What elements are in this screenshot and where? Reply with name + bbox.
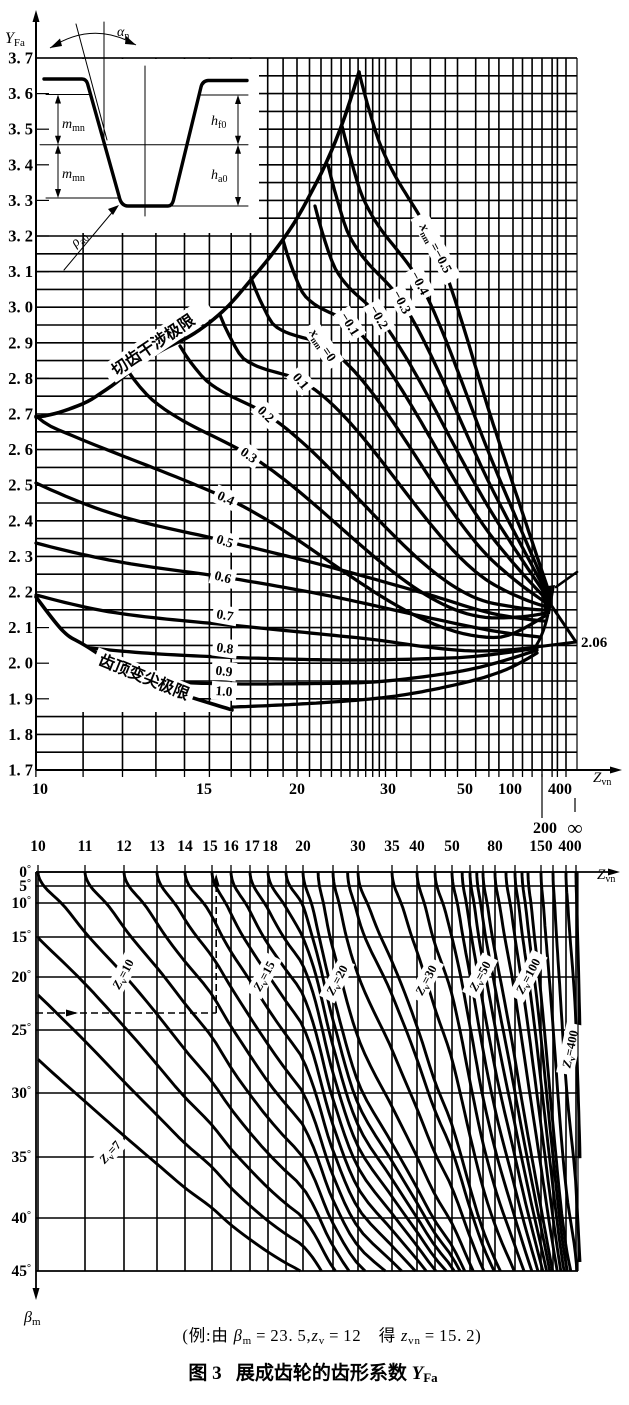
svg-text:3. 3: 3. 3 <box>8 191 33 210</box>
svg-text:30°: 30° <box>12 1085 32 1102</box>
svg-text:1. 9: 1. 9 <box>8 689 33 708</box>
svg-text:12: 12 <box>116 838 132 855</box>
svg-text:40: 40 <box>409 838 425 855</box>
svg-text:50: 50 <box>444 838 460 855</box>
svg-text:2. 5: 2. 5 <box>8 476 33 495</box>
svg-text:0.5: 0.5 <box>215 531 236 551</box>
svg-text:18: 18 <box>262 838 278 855</box>
svg-text:YFa: YFa <box>5 30 25 49</box>
svg-text:5°: 5° <box>19 878 31 895</box>
svg-text:30: 30 <box>350 838 366 855</box>
svg-text:15: 15 <box>196 781 212 798</box>
svg-text:3. 5: 3. 5 <box>8 120 33 139</box>
svg-text:20: 20 <box>295 838 311 855</box>
svg-text:0.8: 0.8 <box>216 639 235 656</box>
svg-text:Zv=400: Zv=400 <box>559 1029 583 1070</box>
svg-text:100: 100 <box>498 781 522 798</box>
svg-text:mmn: mmn <box>62 167 85 184</box>
svg-text:400: 400 <box>548 781 572 798</box>
svg-text:35: 35 <box>384 838 400 855</box>
svg-text:2. 0: 2. 0 <box>8 654 33 673</box>
svg-text:αn: αn <box>117 25 129 42</box>
svg-text:∞: ∞ <box>568 816 583 840</box>
svg-text:2. 1: 2. 1 <box>8 618 33 637</box>
svg-text:2. 9: 2. 9 <box>8 333 33 352</box>
svg-text:3. 4: 3. 4 <box>8 155 33 174</box>
svg-text:200: 200 <box>533 820 557 837</box>
svg-text:2. 6: 2. 6 <box>8 440 33 459</box>
svg-text:400: 400 <box>558 838 582 855</box>
svg-text:mmn: mmn <box>62 117 85 134</box>
svg-text:βm: βm <box>23 1309 41 1328</box>
svg-text:Zvn: Zvn <box>593 770 611 788</box>
svg-text:1.0: 1.0 <box>215 683 233 699</box>
svg-text:30: 30 <box>380 781 396 798</box>
svg-text:0.7: 0.7 <box>215 606 234 624</box>
svg-text:1. 8: 1. 8 <box>8 725 33 744</box>
svg-text:16: 16 <box>223 838 239 855</box>
svg-text:Zvn: Zvn <box>597 867 615 885</box>
svg-text:11: 11 <box>78 838 93 855</box>
svg-text:10°: 10° <box>12 895 32 912</box>
svg-text:(例:由 βm = 23. 5,zv = 12 得 zvn: (例:由 βm = 23. 5,zv = 12 得 zvn = 15. 2) <box>182 1326 481 1347</box>
svg-text:2. 2: 2. 2 <box>8 583 33 602</box>
svg-text:3. 2: 3. 2 <box>8 227 33 246</box>
svg-text:150: 150 <box>529 838 553 855</box>
svg-text:40°: 40° <box>12 1210 32 1227</box>
svg-text:2. 8: 2. 8 <box>8 369 33 388</box>
svg-text:20: 20 <box>289 781 305 798</box>
svg-text:10: 10 <box>30 838 46 855</box>
svg-text:0.4: 0.4 <box>215 488 237 509</box>
svg-text:ha0: ha0 <box>211 168 227 185</box>
svg-text:3. 6: 3. 6 <box>8 84 33 103</box>
svg-text:80: 80 <box>487 838 503 855</box>
svg-text:3. 7: 3. 7 <box>8 49 33 68</box>
svg-text:0°: 0° <box>19 864 31 881</box>
svg-text:图 3 展成齿轮的齿形系数 YFa: 图 3 展成齿轮的齿形系数 YFa <box>188 1361 438 1385</box>
svg-text:17: 17 <box>244 838 260 855</box>
svg-text:0.6: 0.6 <box>213 568 233 587</box>
svg-text:2. 3: 2. 3 <box>8 547 33 566</box>
svg-text:2. 7: 2. 7 <box>8 405 33 424</box>
svg-text:3. 0: 3. 0 <box>8 298 33 317</box>
svg-text:2. 4: 2. 4 <box>8 511 33 530</box>
svg-text:25°: 25° <box>12 1022 32 1039</box>
svg-text:20°: 20° <box>12 969 32 986</box>
svg-text:50: 50 <box>457 781 473 798</box>
svg-text:15°: 15° <box>12 929 32 946</box>
svg-text:10: 10 <box>32 781 48 798</box>
svg-text:35°: 35° <box>12 1149 32 1166</box>
svg-text:14: 14 <box>177 838 193 855</box>
svg-text:1. 7: 1. 7 <box>8 761 33 780</box>
svg-text:15: 15 <box>202 838 218 855</box>
svg-text:2.06: 2.06 <box>581 635 608 651</box>
svg-text:3. 1: 3. 1 <box>8 262 33 281</box>
svg-text:hf0: hf0 <box>211 114 226 131</box>
svg-text:13: 13 <box>149 838 165 855</box>
svg-text:0.9: 0.9 <box>215 663 234 680</box>
svg-text:45°: 45° <box>12 1263 32 1280</box>
